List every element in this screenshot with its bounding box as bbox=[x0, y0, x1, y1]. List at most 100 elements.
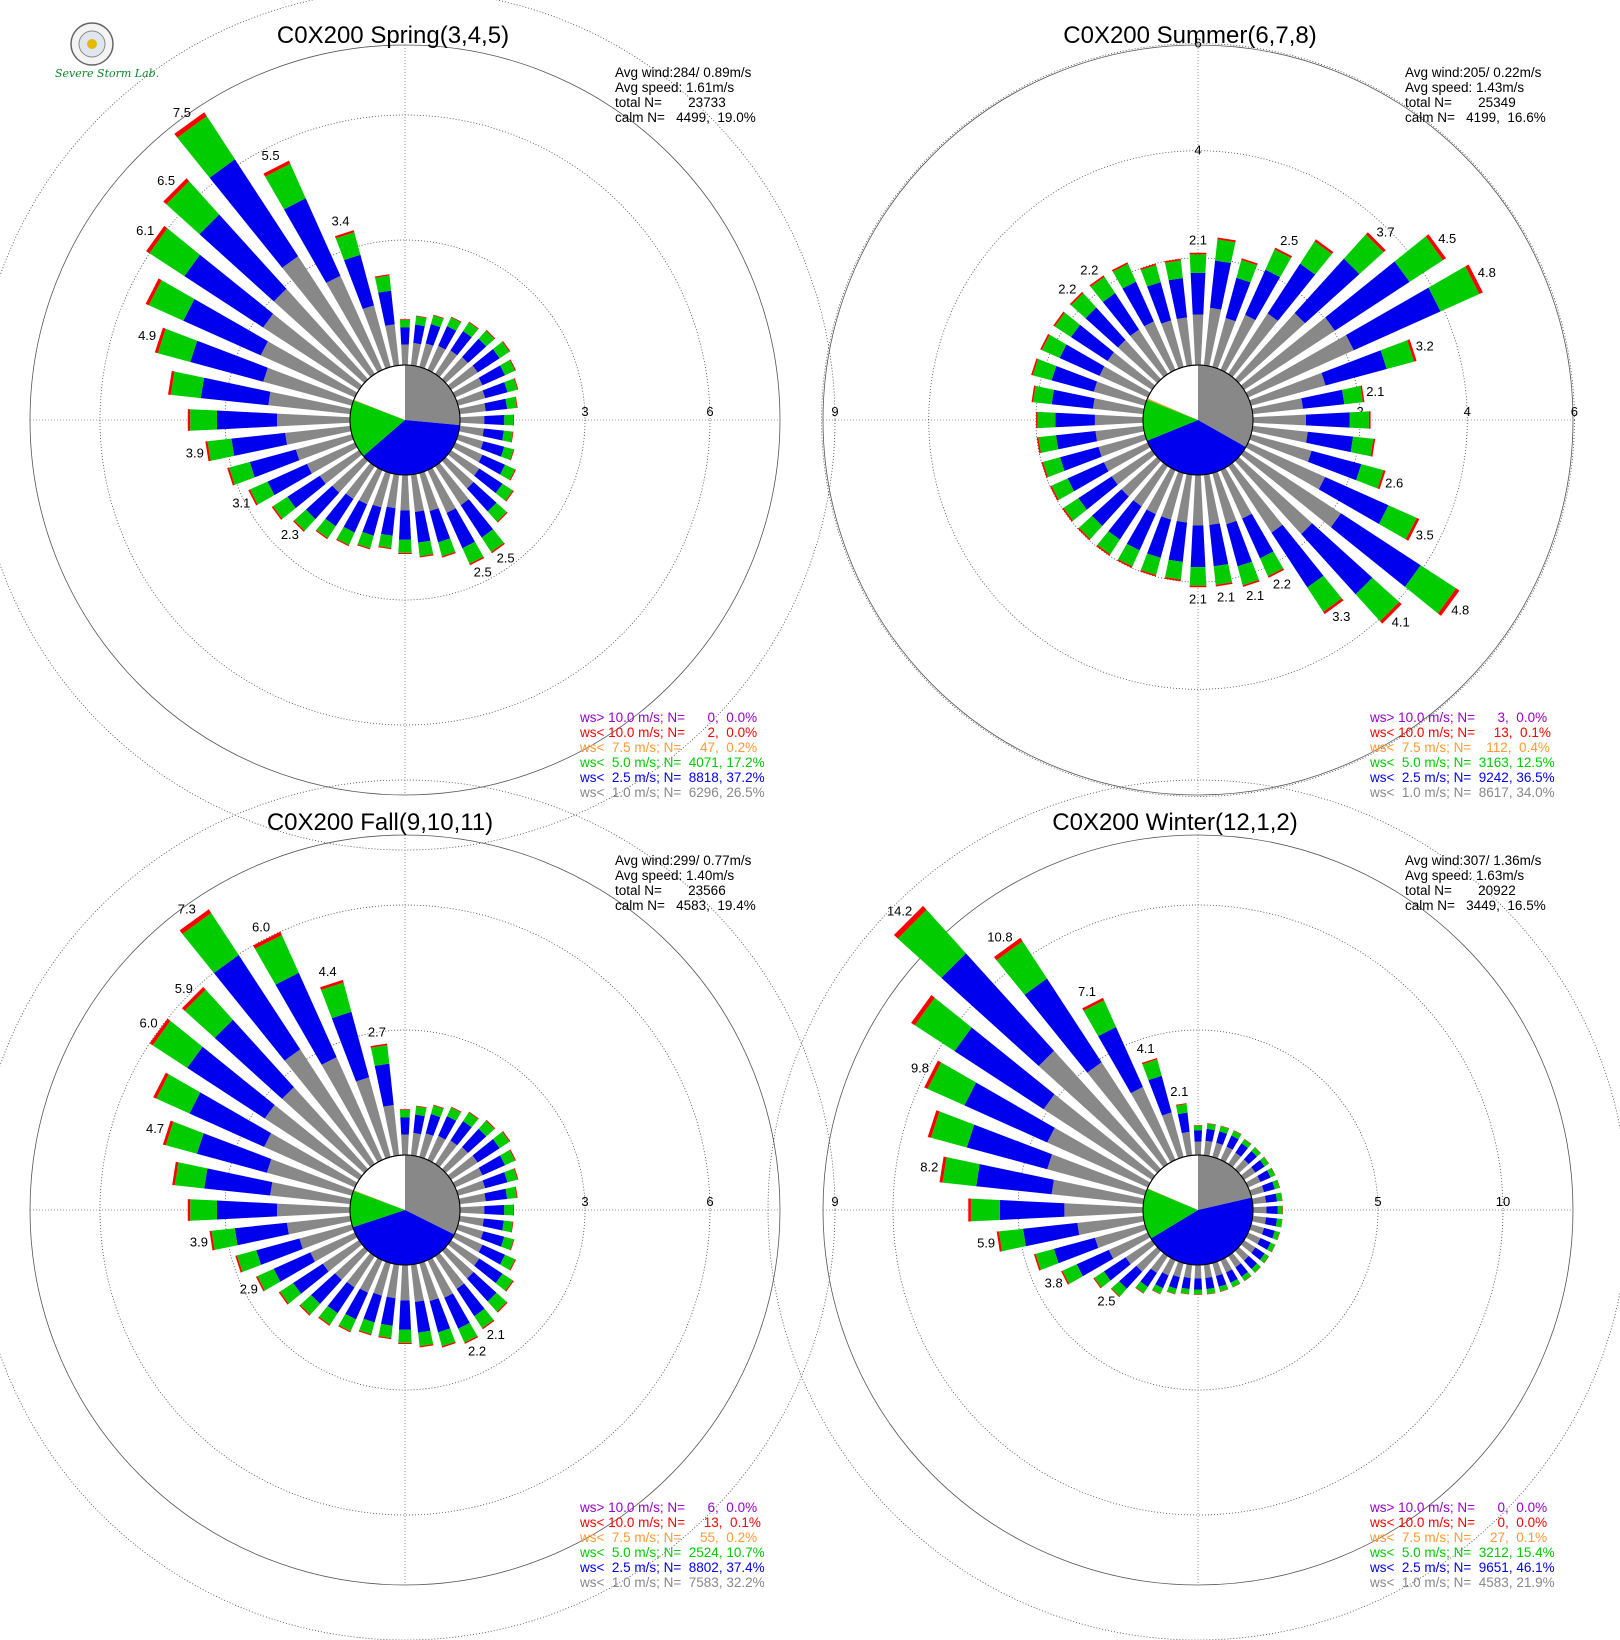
direction-bar-segment bbox=[287, 475, 326, 509]
direction-bar-segment bbox=[273, 496, 296, 519]
direction-bar-segment bbox=[1251, 1160, 1265, 1173]
direction-bar-segment bbox=[478, 454, 506, 475]
direction-bar-segment bbox=[282, 1087, 369, 1174]
stats-line: calm N= 4583, 19.4% bbox=[615, 898, 756, 913]
direction-bar-segment bbox=[162, 1120, 174, 1146]
direction-bar-segment bbox=[1267, 568, 1285, 578]
direction-bar-segment bbox=[1213, 564, 1233, 585]
direction-bar-segment bbox=[1097, 531, 1120, 555]
direction-value-label: 2.1 bbox=[1366, 384, 1384, 399]
direction-bar-segment bbox=[1254, 1147, 1261, 1154]
direction-bar-segment bbox=[335, 1246, 369, 1280]
direction-bar-segment bbox=[469, 556, 485, 566]
direction-bar-segment bbox=[482, 1172, 508, 1189]
direction-bar-segment bbox=[217, 1200, 277, 1220]
direction-bar-segment bbox=[482, 428, 504, 441]
direction-bar-segment bbox=[1210, 260, 1231, 310]
direction-bar-segment bbox=[1103, 1257, 1131, 1281]
direction-bar-segment bbox=[1245, 1232, 1261, 1245]
direction-bar-segment bbox=[399, 319, 411, 320]
direction-bar-segment bbox=[462, 338, 487, 363]
legend-entry: ws< 1.0 m/s; N= 7583, 32.2% bbox=[579, 1575, 765, 1590]
direction-bar-segment bbox=[942, 1157, 980, 1187]
direction-bar-segment bbox=[1355, 577, 1400, 622]
direction-bar-segment bbox=[205, 441, 211, 462]
direction-bar-segment bbox=[1251, 1195, 1267, 1205]
direction-bar-segment bbox=[458, 1193, 486, 1205]
direction-bar-segment bbox=[1342, 385, 1363, 405]
direction-bar-segment bbox=[1425, 234, 1446, 261]
direction-bar-segment bbox=[257, 1268, 281, 1291]
direction-bar-segment bbox=[1215, 582, 1233, 587]
stats-line: total N= 20922 bbox=[1405, 883, 1516, 898]
legend-entry: ws< 2.5 m/s; N= 8802, 37.4% bbox=[579, 1560, 765, 1575]
direction-bar-segment bbox=[235, 1255, 243, 1273]
direction-bar-segment bbox=[441, 456, 474, 489]
direction-bar-segment bbox=[485, 329, 496, 340]
direction-bar-segment bbox=[1428, 266, 1480, 312]
direction-bar-segment bbox=[1249, 434, 1312, 462]
direction-bar-segment bbox=[359, 1318, 375, 1335]
direction-bar-segment bbox=[295, 434, 354, 461]
direction-value-label: 2.1 bbox=[1170, 1084, 1188, 1099]
direction-bar-segment bbox=[1280, 1192, 1283, 1201]
direction-bar-segment bbox=[452, 1167, 483, 1188]
direction-bar-segment bbox=[1094, 1224, 1147, 1248]
direction-bar-segment bbox=[1325, 261, 1410, 331]
legend-entry: ws< 5.0 m/s; N= 3163, 12.5% bbox=[1369, 755, 1555, 770]
grid-circle bbox=[1017, 1029, 1379, 1391]
pie-outline bbox=[349, 1154, 461, 1266]
direction-bar-segment bbox=[1164, 577, 1181, 582]
direction-bar-segment bbox=[511, 1221, 514, 1233]
direction-value-label: 3.1 bbox=[232, 495, 250, 510]
stats-line: Avg speed: 1.40m/s bbox=[615, 868, 734, 883]
direction-bar-segment bbox=[1405, 565, 1457, 614]
pie-slice bbox=[405, 1155, 460, 1235]
direction-bar-segment bbox=[1141, 1058, 1158, 1065]
direction-bar-segment bbox=[154, 327, 166, 354]
direction-bar-segment bbox=[381, 506, 396, 536]
direction-bar-segment bbox=[427, 1257, 453, 1298]
direction-bar-segment bbox=[306, 442, 358, 474]
direction-bar-segment bbox=[1379, 505, 1417, 540]
direction-bar-segment bbox=[430, 315, 444, 328]
direction-bar-segment bbox=[1233, 1130, 1242, 1135]
direction-bar-segment bbox=[438, 538, 456, 557]
direction-bar-segment bbox=[447, 450, 480, 476]
direction-bar-segment bbox=[509, 1149, 516, 1161]
direction-bar-segment bbox=[505, 396, 517, 409]
tick-label-x: 5 bbox=[1374, 1194, 1381, 1209]
direction-bar-segment bbox=[1380, 602, 1402, 624]
direction-bar-segment bbox=[1241, 258, 1258, 266]
direction-bar-segment bbox=[166, 181, 220, 235]
direction-bar-segment bbox=[458, 425, 484, 437]
direction-bar-segment bbox=[1370, 438, 1376, 457]
direction-bar-segment bbox=[419, 1261, 439, 1302]
direction-bar-segment bbox=[410, 473, 424, 512]
direction-bar-segment bbox=[482, 382, 508, 399]
tick-label-x: 6 bbox=[706, 404, 713, 419]
direction-bar-segment bbox=[998, 1228, 1026, 1252]
pie-slice bbox=[1198, 1155, 1252, 1210]
direction-bar-segment bbox=[931, 1111, 975, 1148]
direction-bar-segment bbox=[501, 446, 514, 461]
grid-circle bbox=[767, 779, 1620, 1640]
tick-label-y: 6 bbox=[1194, 36, 1201, 51]
direction-bar-segment bbox=[1260, 1156, 1269, 1167]
direction-bar-segment bbox=[157, 328, 198, 362]
direction-bar-segment bbox=[1189, 585, 1207, 588]
direction-bar-segment bbox=[1181, 1277, 1191, 1290]
direction-bar-segment bbox=[190, 1199, 217, 1221]
direction-bar-segment bbox=[1085, 307, 1126, 348]
direction-bar-segment bbox=[484, 398, 508, 412]
legend-entry: ws> 10.0 m/s; N= 0, 0.0% bbox=[1369, 1500, 1547, 1515]
direction-bar-segment bbox=[1203, 473, 1220, 525]
direction-bar-segment bbox=[1055, 412, 1095, 428]
direction-bar-segment bbox=[441, 357, 468, 384]
direction-bar-segment bbox=[1275, 1218, 1283, 1228]
direction-bar-segment bbox=[336, 538, 349, 547]
direction-bar-segment bbox=[1240, 317, 1335, 390]
direction-bar-segment bbox=[1318, 477, 1389, 524]
direction-bar-segment bbox=[427, 467, 456, 513]
direction-bar-segment bbox=[299, 1224, 354, 1249]
